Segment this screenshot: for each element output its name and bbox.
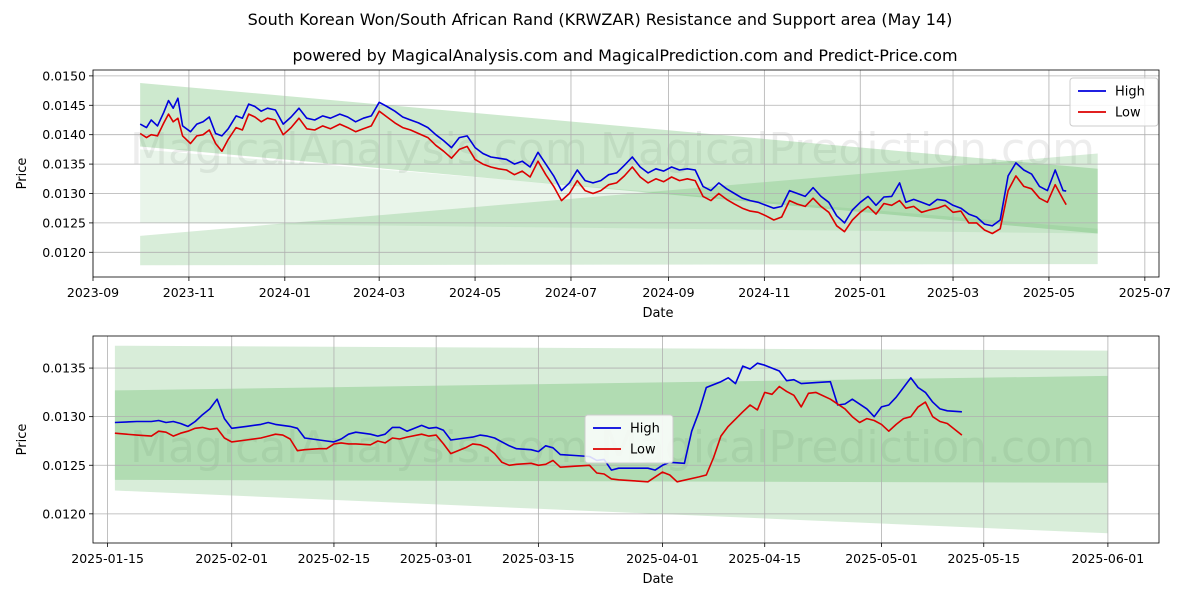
x-tick-label: 2025-04-15 <box>728 551 801 566</box>
legend-label-high: High <box>630 422 660 437</box>
y-axis-label: Price <box>15 158 30 190</box>
x-axis-label: Date <box>642 306 673 321</box>
x-tick-label: 2025-03 <box>927 285 979 300</box>
x-tick-label: 2024-05 <box>449 285 501 300</box>
chart-subtitle: powered by MagicalAnalysis.com and Magic… <box>292 46 957 65</box>
x-tick-label: 2025-05-01 <box>845 551 918 566</box>
y-tick-label: 0.0130 <box>42 409 86 424</box>
y-tick-label: 0.0140 <box>42 127 86 142</box>
y-tick-label: 0.0120 <box>42 506 86 521</box>
x-tick-label: 2025-01 <box>834 285 886 300</box>
y-tick-label: 0.0125 <box>42 458 86 473</box>
series-line-low <box>114 385 963 483</box>
series-line-high <box>139 97 1067 227</box>
x-tick-label: 2024-11 <box>738 285 790 300</box>
x-tick-label: 2023-09 <box>67 285 119 300</box>
x-axis-label: Date <box>642 572 673 587</box>
legend-box <box>1069 77 1159 127</box>
x-tick-label: 2025-05-15 <box>947 551 1020 566</box>
x-tick-label: 2025-07 <box>1119 285 1171 300</box>
y-tick-label: 0.0150 <box>42 68 86 83</box>
y-tick-label: 0.0145 <box>42 98 86 113</box>
x-tick-label: 2025-06-01 <box>1072 551 1145 566</box>
y-tick-label: 0.0135 <box>42 157 86 172</box>
legend-label-low: Low <box>630 443 656 458</box>
x-tick-label: 2025-01-15 <box>71 551 144 566</box>
x-tick-label: 2024-01 <box>259 285 311 300</box>
plot-frame <box>92 335 1160 544</box>
legend-label-high: High <box>1115 85 1145 100</box>
legend-label-low: Low <box>1115 106 1141 121</box>
x-tick-label: 2025-02-15 <box>298 551 371 566</box>
x-tick-label: 2023-11 <box>163 285 215 300</box>
x-tick-label: 2025-03-01 <box>400 551 473 566</box>
x-tick-label: 2025-05 <box>1023 285 1075 300</box>
plot-frame <box>92 69 1160 278</box>
chart-title: South Korean Won/South African Rand (KRW… <box>248 10 953 29</box>
x-tick-label: 2024-09 <box>642 285 694 300</box>
series-line-low <box>139 110 1067 235</box>
series-line-high <box>114 362 962 471</box>
x-tick-label: 2024-03 <box>353 285 405 300</box>
watermark-text: MagicalPrediction.com <box>600 124 1095 175</box>
x-tick-label: 2025-04-01 <box>626 551 699 566</box>
x-tick-label: 2024-07 <box>545 285 597 300</box>
legend: High Low <box>584 414 674 464</box>
y-tick-label: 0.0135 <box>42 361 86 376</box>
legend-box <box>584 414 674 464</box>
y-tick-label: 0.0120 <box>42 245 86 260</box>
y-tick-label: 0.0130 <box>42 186 86 201</box>
bottom-chart-panel: MagicalAnalysis.com MagicalPrediction.com… <box>15 335 1160 587</box>
x-tick-label: 2025-02-01 <box>195 551 268 566</box>
x-tick-label: 2025-03-15 <box>502 551 575 566</box>
y-tick-label: 0.0125 <box>42 215 86 230</box>
top-chart-panel: MagicalAnalysis.com MagicalPrediction.com… <box>15 68 1171 321</box>
watermark-text: MagicalPrediction.com <box>600 422 1095 473</box>
y-axis-label: Price <box>15 424 30 456</box>
legend: High Low <box>1069 77 1159 127</box>
